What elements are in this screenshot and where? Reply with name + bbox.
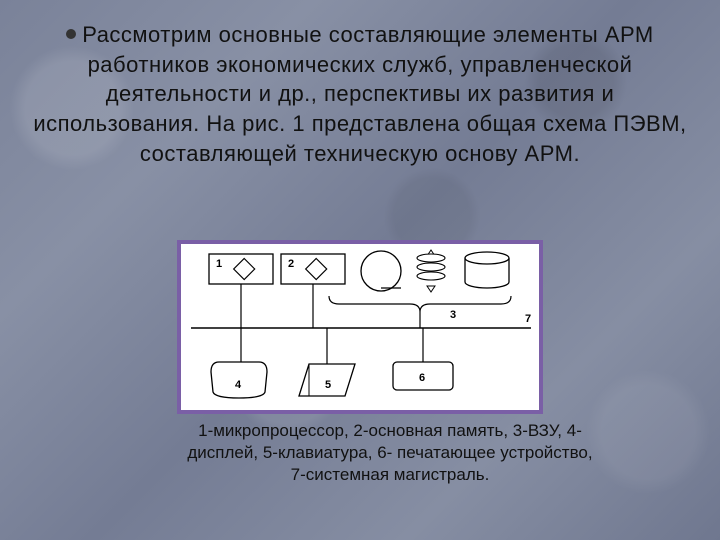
svg-text:4: 4	[235, 379, 242, 391]
paragraph-text: Рассмотрим основные составляющие элемент…	[33, 22, 686, 166]
svg-text:7: 7	[525, 313, 531, 325]
slide: Рассмотрим основные составляющие элемент…	[0, 0, 720, 540]
diagram: 7 3 1 2 4 5 6	[177, 240, 543, 414]
caption: 1-микропроцессор, 2-основная память, 3-В…	[180, 420, 600, 486]
svg-text:2: 2	[288, 258, 294, 270]
svg-text:5: 5	[325, 379, 331, 391]
paragraph: Рассмотрим основные составляющие элемент…	[30, 20, 690, 168]
diagram-svg: 7 3 1 2 4 5 6	[181, 244, 539, 410]
svg-text:3: 3	[450, 309, 456, 321]
svg-text:1: 1	[216, 258, 222, 270]
caption-text: 1-микропроцессор, 2-основная память, 3-В…	[187, 421, 592, 484]
svg-text:6: 6	[419, 372, 425, 384]
bullet-icon	[66, 29, 76, 39]
